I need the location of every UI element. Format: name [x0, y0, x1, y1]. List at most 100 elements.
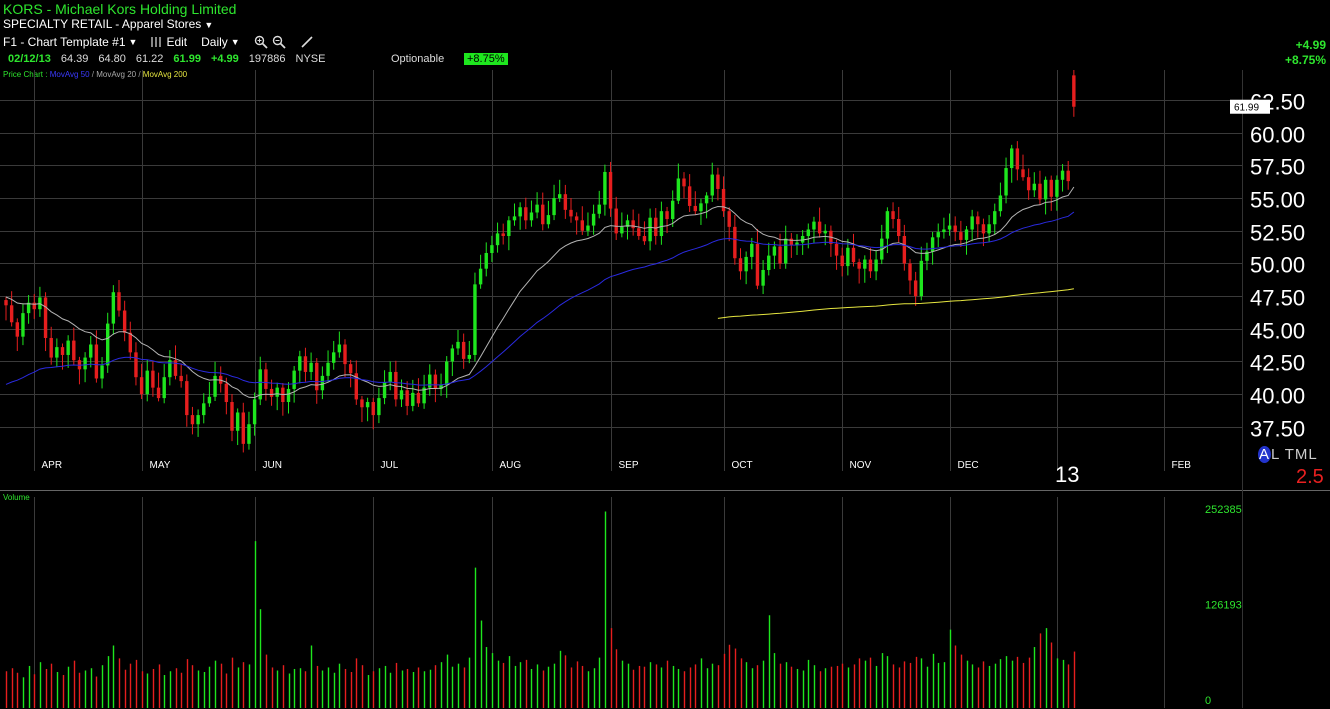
- candle-body: [665, 211, 669, 220]
- candle-body: [173, 360, 178, 376]
- candle-body: [981, 224, 986, 234]
- candle-body: [671, 200, 675, 220]
- candle-body: [247, 424, 251, 444]
- candle-body: [863, 259, 867, 269]
- zoom-in-button[interactable]: [254, 35, 268, 49]
- legend-ma50: MovAvg 50: [49, 70, 90, 79]
- candle-body: [4, 300, 8, 306]
- y-tick-label: 45.00: [1250, 319, 1305, 344]
- quote-high: 64.80: [98, 53, 126, 65]
- candle-body: [1072, 75, 1076, 107]
- candle-body: [1032, 183, 1036, 191]
- candle-body: [620, 226, 624, 234]
- last-price-box: [1230, 99, 1270, 114]
- candle-body: [83, 357, 87, 370]
- candle-body: [908, 263, 912, 281]
- candle-body: [1038, 183, 1042, 200]
- candle-body: [704, 195, 709, 204]
- candle-body: [676, 178, 681, 201]
- candle-body: [320, 375, 325, 391]
- quote-line: 02/12/13 64.39 64.80 61.22 61.99 +4.99 1…: [8, 53, 335, 65]
- candle-body: [580, 220, 584, 231]
- candle-body: [100, 365, 104, 379]
- candle-body: [134, 352, 138, 378]
- zoom-in-icon: [254, 35, 268, 49]
- moving-averages: [5, 186, 1075, 399]
- y-tick-label: 55.00: [1250, 188, 1305, 213]
- draw-tool-button[interactable]: [300, 35, 314, 49]
- candle-body: [185, 381, 189, 416]
- edit-button[interactable]: Edit: [151, 35, 187, 49]
- y-tick-label: 60.00: [1250, 123, 1305, 148]
- sector-dropdown[interactable]: SPECIALTY RETAIL - Apparel Stores ▼: [3, 17, 213, 31]
- candle-body: [1043, 179, 1048, 200]
- candle-body: [631, 220, 635, 229]
- chevron-down-icon: ▼: [204, 20, 214, 30]
- chevron-down-icon: ▼: [230, 37, 240, 47]
- alt-indicator[interactable]: AL TML: [1258, 446, 1318, 463]
- y-tick-label: 50.00: [1250, 253, 1305, 278]
- candle-body: [196, 415, 200, 425]
- candle-body: [569, 209, 573, 217]
- candle-body: [721, 188, 726, 212]
- candle-body: [343, 344, 347, 365]
- candle-body: [795, 242, 799, 246]
- optionable-label: Optionable: [391, 53, 445, 65]
- candle-body: [970, 216, 974, 230]
- candle-body: [512, 216, 517, 221]
- pencil-icon: [301, 36, 313, 48]
- candle-body: [919, 260, 923, 297]
- candle-body: [964, 229, 969, 240]
- candle-body: [518, 207, 522, 217]
- candle-body: [202, 403, 206, 416]
- period-dropdown[interactable]: Daily ▼: [201, 35, 240, 49]
- candle-body: [998, 195, 1003, 212]
- candle-body: [699, 203, 703, 212]
- zoom-out-button[interactable]: [272, 35, 286, 49]
- candle-body: [269, 388, 274, 397]
- y-tick-label: 40.00: [1250, 384, 1305, 409]
- candle-body: [258, 369, 262, 400]
- candle-body: [541, 204, 545, 225]
- ma20-line: [5, 186, 1075, 399]
- candle-body: [800, 236, 805, 243]
- candle-body: [252, 399, 257, 425]
- y-tick-label: 37.50: [1250, 417, 1305, 442]
- candle-body: [755, 243, 760, 286]
- candle-body: [1055, 179, 1059, 197]
- template-dropdown[interactable]: F1 - Chart Template #1 ▼: [3, 35, 137, 49]
- candle-body: [987, 224, 991, 234]
- candle-body: [925, 251, 929, 261]
- candle-body: [738, 258, 743, 272]
- candle-body: [642, 236, 647, 242]
- candle-body: [326, 362, 330, 376]
- candle-body: [439, 385, 443, 389]
- volume-tick-label: 126193: [1205, 599, 1242, 611]
- candle-body: [812, 221, 816, 230]
- candle-body: [117, 292, 121, 311]
- candle-body: [309, 362, 313, 372]
- y-tick-label: 47.50: [1250, 286, 1305, 311]
- candle-body: [365, 402, 370, 408]
- x-month-label: OCT: [732, 460, 753, 471]
- candle-body: [959, 232, 963, 240]
- candle-body: [467, 354, 471, 359]
- candle-body: [891, 211, 895, 220]
- candle-body: [1004, 168, 1008, 196]
- quote-close: 61.99: [173, 53, 201, 65]
- edit-label: Edit: [166, 35, 188, 49]
- candle-body: [659, 211, 664, 237]
- quote-low: 61.22: [135, 53, 164, 65]
- candle-body: [716, 174, 720, 189]
- candle-body: [94, 344, 99, 379]
- zoom-out-icon: [272, 35, 286, 49]
- top-change-pct: +8.75%: [1284, 53, 1326, 67]
- volume-tick-label: 0: [1205, 695, 1211, 707]
- candle-body: [337, 344, 342, 353]
- candle-body: [405, 390, 409, 406]
- y-tick-label: 57.50: [1250, 155, 1305, 180]
- last-price-label: 61.99: [1234, 103, 1259, 114]
- candle-body: [953, 225, 957, 233]
- candle-body: [817, 221, 822, 234]
